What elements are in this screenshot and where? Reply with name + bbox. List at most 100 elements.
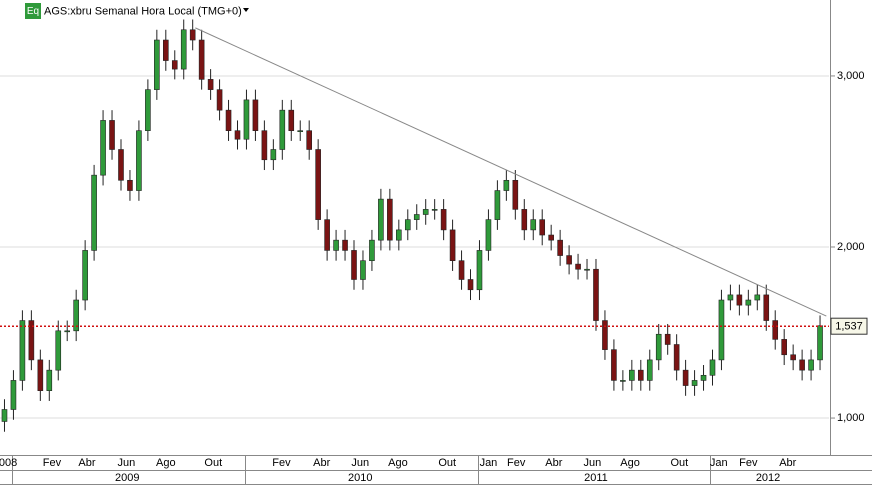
x-tick-label: Ago [156,457,176,469]
x-tick-label: Ago [620,457,640,469]
candle-body [593,268,599,321]
candle-body [378,198,384,241]
last-price-label: 1,537 [835,321,863,333]
x-tick-label: Jan [480,457,498,469]
candle-body [19,320,26,381]
candle-body [252,99,259,131]
chart-title: AGS:xbru Semanal Hora Local (TMG+0) [44,5,242,17]
candle-body [37,359,44,391]
candle-body [396,229,402,241]
candle-body [539,219,546,236]
candle-body [46,369,53,391]
dropdown-arrow[interactable] [243,8,249,12]
candle-body [664,333,671,345]
candle-body [100,120,106,176]
candle-body [709,359,716,376]
trendline [195,27,827,317]
candle-body [1,409,8,422]
candle-body [718,299,725,361]
candle-body [387,198,393,241]
candle-body [261,130,268,161]
year-label: 2011 [584,472,608,484]
candle-body [163,39,169,61]
candle-body [154,39,160,90]
candle-body [404,219,411,231]
candle-body [91,174,97,251]
candle-body [431,209,438,211]
candle-body [602,320,608,350]
x-tick-label: Fev [272,457,291,469]
candle-body [700,374,707,381]
candle-body [64,330,71,333]
candle-body [324,219,330,251]
candle-body [73,299,79,332]
candle-body [790,354,796,361]
candle-body [440,209,447,231]
x-tick-label: Abr [545,457,562,469]
candle-body [799,359,805,371]
year-label: 2010 [348,472,372,484]
candle-body [360,260,366,280]
candle-body [494,190,501,220]
candle-body [216,89,223,111]
candle-body [575,263,581,270]
candle-body [727,294,734,301]
candle-body [817,325,823,361]
candle-body [136,130,142,191]
candle-body [145,89,151,131]
candle-body [342,239,348,251]
year-separators [12,455,711,485]
candle-body [297,130,304,132]
candle-body [82,250,88,301]
candle-body [243,99,250,140]
candle-body [118,149,124,181]
y-tick-label: 2,000 [837,241,865,253]
x-tick-label: Ago [388,457,408,469]
x-tick-label: Fev [507,457,526,469]
x-tick-label: 008 [0,457,17,469]
candle-body [333,239,339,251]
x-tick-label: Abr [779,457,796,469]
candle-body [207,79,214,90]
candle-body [584,268,590,271]
candle-body [673,344,680,371]
candle-body [458,260,465,280]
candle-body [611,349,617,381]
candle-body [781,339,787,356]
candle-body [413,214,420,220]
candle-body [234,130,241,140]
x-tick-label: Out [438,457,456,469]
candle-body [467,279,474,291]
x-tick-label: Out [670,457,688,469]
candle-body [315,149,321,220]
x-tick-label: Jun [117,457,135,469]
candle-body [808,359,814,371]
candle-body [422,209,429,215]
candle-body [127,179,133,191]
grid [0,75,829,419]
marks [0,19,829,432]
candle-body [198,39,205,80]
candle-body [682,369,689,386]
y-tick-label: 3,000 [837,70,865,82]
candle-body [512,179,519,210]
candle-body [485,219,492,251]
last-price-box [830,317,868,335]
candle-body [189,29,196,41]
x-tick-label: Jun [351,457,369,469]
candle-body [288,109,295,131]
candle-body [28,320,35,361]
x-tick-label: Fev [43,457,62,469]
candle-body [369,239,375,261]
candle-body [772,320,779,340]
candle-body [180,29,187,70]
y-tick-label: 1,000 [837,412,865,424]
candle-body [736,294,743,306]
candle-body [629,369,635,381]
candle-body [637,369,644,381]
x-tick-label: Abr [313,457,330,469]
candle-body [306,130,312,150]
badge-text: Eq [27,6,39,17]
